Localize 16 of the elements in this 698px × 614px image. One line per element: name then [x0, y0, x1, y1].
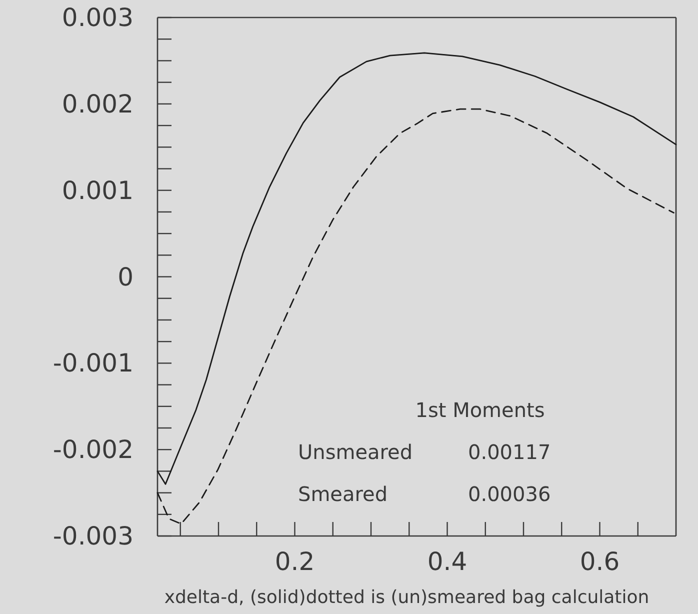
- y-tick-label: -0.003: [52, 522, 134, 550]
- text: Smeared 0.00036: [298, 482, 551, 506]
- line-series: [156, 52, 677, 485]
- x-axis-title: xdelta-d, (solid)dotted is (un)smeared bag calculation: [164, 587, 650, 608]
- line-series: [156, 108, 674, 525]
- text: Unsmeared 0.00117: [298, 440, 551, 464]
- y-tick-label: 0.002: [62, 89, 134, 118]
- y-tick-label: -0.001: [52, 348, 134, 378]
- x-tick-label: 0.4: [427, 546, 468, 576]
- x-tick-label: 0.6: [580, 546, 620, 576]
- y-tick-label: 0.003: [62, 3, 134, 32]
- y-tick-label: 0: [118, 262, 134, 292]
- y-tick-label: -0.002: [52, 435, 134, 464]
- x-tick-label: 0.2: [274, 546, 315, 576]
- annotation: 1st Moments: [415, 398, 545, 422]
- y-tick-label: 0.001: [62, 176, 134, 205]
